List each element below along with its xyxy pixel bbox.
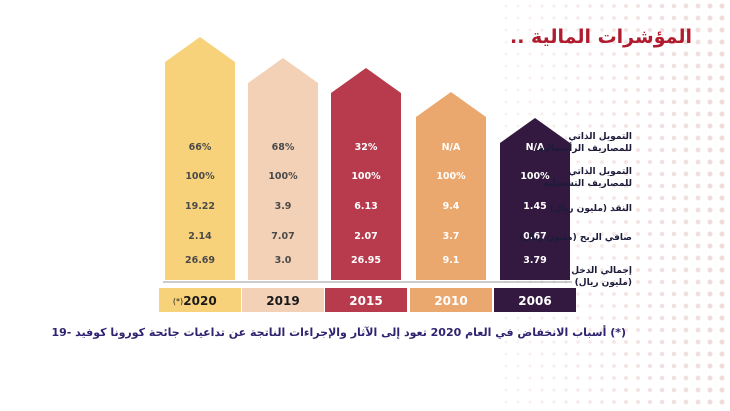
year-box-2019	[242, 288, 324, 312]
row-label-operating-expenses: التمويل الذاتي للمصاريف التشغيلية	[543, 167, 632, 189]
value-2019-row1: 68%	[272, 142, 295, 153]
value-2019-row5: 3.0	[275, 255, 292, 266]
value-2015-row2: 100%	[351, 171, 381, 182]
value-2006-row5: 3.79	[523, 255, 546, 266]
year-note-2020: (*)	[173, 297, 183, 306]
value-2006-row3: 1.45	[523, 201, 546, 212]
column-arrow-2006	[500, 118, 570, 280]
year-label-2015: 2015	[349, 294, 382, 308]
value-2015-row4: 2.07	[354, 231, 377, 242]
row-label-net-profit: صافي الربح (مليون ريال)	[519, 233, 632, 243]
value-2010-row2: 100%	[436, 171, 466, 182]
value-2020-row2: 100%	[185, 171, 215, 182]
value-2020-row4: 2.14	[188, 231, 212, 242]
value-2010-row3: 9.4	[443, 201, 460, 212]
column-arrow-2020	[165, 37, 235, 280]
value-2010-row5: 9.1	[443, 255, 460, 266]
year-label-2019: 2019	[266, 294, 299, 308]
column-arrow-2015	[331, 68, 401, 280]
footnote: (*) أسباب الانخفاض في العام 2020 تعود إل…	[51, 326, 626, 339]
value-2006-row4: 0.67	[523, 231, 546, 242]
year-box-2015	[325, 288, 407, 312]
value-2010-row1: N/A	[442, 142, 461, 153]
value-2006-row1: N/A	[526, 142, 545, 153]
value-2020-row5: 26.69	[185, 255, 215, 266]
value-2019-row4: 7.07	[271, 231, 294, 242]
value-2015-row1: 32%	[355, 142, 378, 153]
value-2015-row5: 26.95	[351, 255, 381, 266]
year-label-2010: 2010	[434, 294, 467, 308]
value-2019-row2: 100%	[268, 171, 298, 182]
row-label-total-income: إجمالي الدخل (مليون ريال)	[571, 266, 632, 288]
value-2015-row3: 6.13	[354, 201, 377, 212]
page-title: المؤشرات المالية ..	[509, 26, 692, 48]
value-2020-row1: 66%	[189, 142, 212, 153]
column-arrow-2010	[416, 92, 486, 280]
year-label-2006: 2006	[518, 294, 551, 308]
value-2006-row2: 100%	[520, 171, 550, 182]
row-label-cash: النقد (مليون ريال)	[549, 204, 632, 214]
year-box-2020	[159, 288, 241, 312]
value-2020-row3: 19.22	[185, 201, 215, 212]
value-2010-row4: 3.7	[443, 231, 460, 242]
row-label-capital-expenses: التمويل الذاتي للمصاريف الرأسمالية	[538, 132, 632, 154]
year-label-2020: 2020	[183, 294, 216, 308]
column-arrow-2019	[248, 58, 318, 280]
year-box-2006	[494, 288, 576, 312]
value-2019-row3: 3.9	[275, 201, 292, 212]
year-box-2010	[410, 288, 492, 312]
